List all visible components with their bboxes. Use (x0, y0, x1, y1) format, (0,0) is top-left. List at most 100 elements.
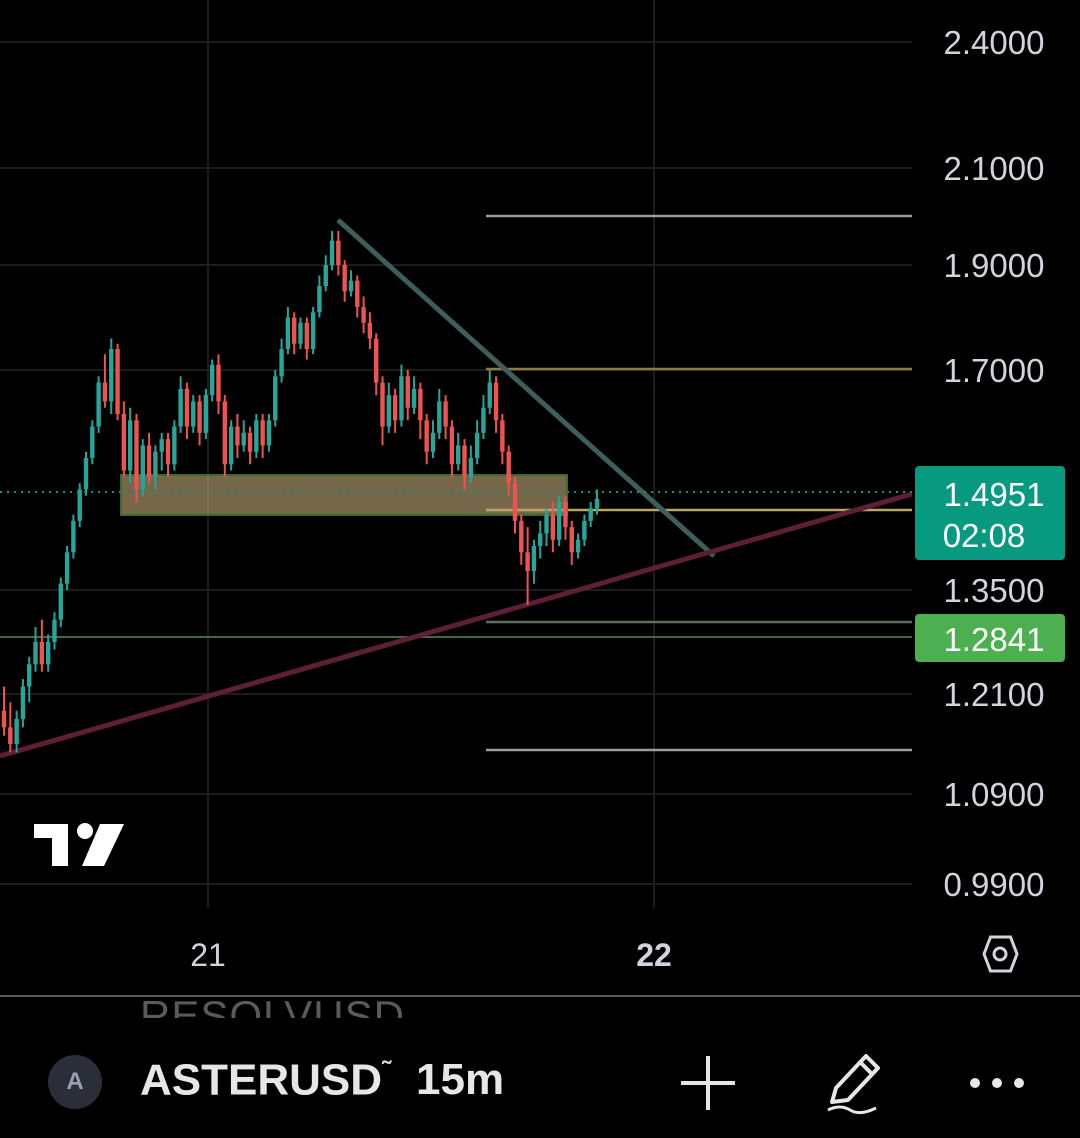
candle-body (468, 458, 474, 477)
candle (39, 619, 45, 672)
candle (304, 317, 310, 360)
symbol-name[interactable]: ASTERUSD˜ (140, 1055, 391, 1106)
candle-body (342, 265, 347, 292)
candle (380, 376, 385, 446)
price-tick-label: 1.9000 (944, 247, 1045, 284)
candle (348, 270, 354, 297)
candle-body (71, 520, 76, 553)
candle-body (569, 527, 574, 553)
candle-body (83, 458, 89, 490)
candle (569, 520, 574, 565)
descending-trendline (336, 218, 716, 558)
candle-body (127, 420, 133, 471)
candle-body (102, 382, 108, 402)
candle-body (456, 445, 461, 465)
candle-body (8, 727, 13, 744)
candle-body (20, 686, 26, 719)
candle (254, 414, 259, 458)
candle-body (266, 420, 272, 446)
time-axis[interactable]: 21 22 (190, 937, 672, 973)
candle (77, 483, 82, 528)
pencil-icon[interactable] (818, 1048, 888, 1118)
candle-body (241, 432, 246, 446)
candle-body (191, 401, 196, 427)
candle-body (39, 642, 45, 665)
candle (153, 445, 158, 490)
candles (1, 231, 600, 753)
candle-body (544, 514, 549, 534)
candle-body (361, 307, 366, 323)
candle (456, 432, 461, 471)
price-tick-label: 1.7000 (944, 352, 1045, 389)
candle-body (184, 388, 190, 427)
timeframe-button[interactable]: 15m (416, 1055, 505, 1104)
candle-body (115, 349, 120, 414)
candle (481, 395, 486, 440)
candle-body (418, 388, 423, 421)
candle-body (550, 514, 556, 540)
candle (538, 520, 543, 559)
candle (336, 231, 341, 276)
candle-body (531, 546, 537, 572)
candle-body (538, 533, 543, 546)
candle (443, 395, 448, 440)
time-tick-label: 22 (636, 937, 672, 973)
candle-body (348, 280, 354, 292)
candle-body (367, 322, 373, 339)
more-icon[interactable] (962, 1048, 1032, 1118)
candle (96, 376, 101, 433)
candle (172, 420, 177, 471)
price-tick-label: 1.3500 (944, 572, 1045, 609)
candle (228, 420, 234, 471)
candle-body (588, 508, 593, 521)
candle (64, 546, 70, 590)
candle-body (146, 445, 152, 477)
candle-body (500, 420, 505, 452)
candle-body (64, 552, 70, 584)
candle (235, 414, 240, 458)
candle-body (380, 382, 385, 427)
candle (500, 414, 505, 465)
candle (115, 343, 120, 421)
price-axis[interactable]: 2.4000 2.1000 1.9000 1.7000 1.3500 1.2100 1.09… (944, 24, 1045, 903)
candle-body (399, 376, 404, 421)
symbol-text: ASTERUSD (140, 1055, 383, 1105)
candle (134, 414, 139, 502)
candle-body (58, 583, 63, 620)
candle (58, 577, 63, 628)
candle-body (159, 439, 164, 452)
candle-body (336, 240, 341, 265)
candle-body (575, 539, 581, 553)
symbol-avatar[interactable]: A (48, 1055, 102, 1109)
candle (146, 432, 152, 484)
candle (594, 489, 600, 515)
candle-body (443, 401, 448, 427)
candle (273, 370, 278, 427)
candle (140, 439, 145, 496)
price-tick-label: 1.2100 (944, 676, 1045, 713)
candle-body (506, 451, 511, 484)
candle (216, 354, 221, 414)
last-price-tag[interactable]: 1.4951 02:08 (915, 466, 1065, 560)
last-price-value: 1.4951 (944, 476, 1045, 513)
candle (342, 260, 347, 302)
price-tick-label: 0.9900 (944, 866, 1045, 903)
plus-icon[interactable] (673, 1048, 743, 1118)
candle (399, 364, 404, 427)
candle-body (437, 401, 442, 433)
candle (260, 414, 265, 458)
price-chart[interactable]: 1.4951 02:08 1.2841 2.4000 2.1000 1.9000 1.70… (0, 0, 1080, 1000)
candle-body (134, 420, 139, 490)
price-tick-label: 2.1000 (944, 150, 1045, 187)
candle-body (52, 619, 57, 642)
candle (462, 439, 467, 490)
candle (45, 634, 51, 672)
candle-body (228, 426, 234, 465)
marked-level-value: 1.2841 (944, 621, 1045, 658)
candle-body (45, 642, 51, 665)
settings-icon[interactable] (982, 935, 1019, 973)
candle (209, 359, 215, 402)
candle (178, 376, 183, 433)
candle (33, 627, 38, 672)
marked-level-tag[interactable]: 1.2841 (915, 614, 1065, 662)
